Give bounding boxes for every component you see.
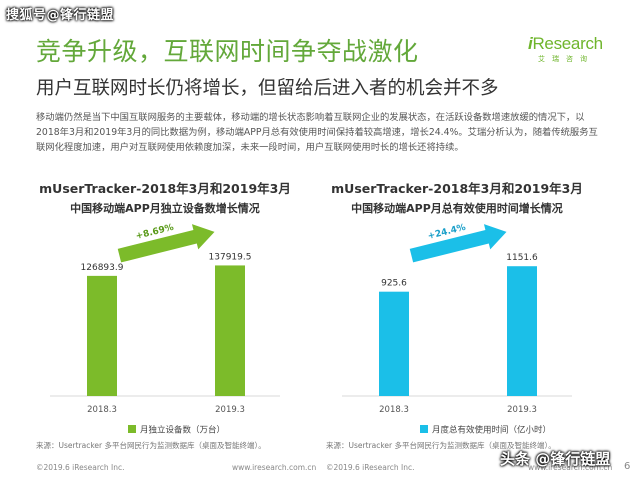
chart-subtitle: 中国移动端APP月总有效使用时间增长情况 bbox=[351, 202, 563, 215]
tick-label: 2018.3 bbox=[379, 405, 409, 415]
page-subtitle: 用户互联网时长仍将增长，但留给后进入者的机会并不多 bbox=[36, 78, 499, 99]
growth-arrow-shape bbox=[117, 224, 215, 263]
tick-label: 2018.3 bbox=[87, 405, 117, 415]
source-note-right: 来源：Usertracker 多平台网民行为监测数据库（桌面及智能终端）。 bbox=[326, 441, 556, 450]
legend-swatch bbox=[420, 425, 428, 433]
chart-subtitle: 中国移动端APP月独立设备数增长情况 bbox=[70, 202, 260, 215]
legend-swatch bbox=[128, 425, 136, 433]
watermark-top-left: 搜狐号@锋行链盟 bbox=[6, 8, 115, 23]
bar bbox=[507, 266, 537, 396]
page-number: 6 bbox=[624, 461, 631, 472]
footer-copyright-left: ©2019.6 iResearch Inc. bbox=[36, 463, 125, 472]
chart-title: mUserTracker-2018年3月和2019年3月 bbox=[39, 181, 291, 196]
watermark-bottom-right: 头条 @锋行链盟 bbox=[500, 450, 611, 468]
data-label: 137919.5 bbox=[209, 252, 252, 262]
bar bbox=[379, 291, 409, 396]
tick-label: 2019.3 bbox=[507, 405, 537, 415]
usage-time-bar-chart: 925.6 2018.3 1151.6 2019.3 +24.4% 月度总有效使用时间（亿… bbox=[342, 223, 572, 436]
devices-bar-chart: 126893.9 2018.3 137919.5 2019.3 +8.69% 月独立设备数… bbox=[50, 223, 280, 436]
page-title: 竞争升级，互联网时间争夺战激化 bbox=[36, 37, 419, 66]
bar bbox=[87, 275, 117, 396]
legend-label: 月独立设备数（万台） bbox=[140, 425, 225, 436]
tick-label: 2019.3 bbox=[215, 405, 245, 415]
data-label: 925.6 bbox=[381, 279, 407, 289]
chart-panel-usage-time: mUserTracker-2018年3月和2019年3月 中国移动端APP月总有… bbox=[322, 178, 592, 458]
growth-arrow: +24.4% bbox=[409, 223, 507, 263]
footer-url-right: www.iresearch.com.cn bbox=[528, 463, 613, 472]
legend-label: 月度总有效使用时间（亿小时） bbox=[432, 425, 551, 436]
iresearch-logo: iResearch 艾瑞咨询 bbox=[528, 34, 603, 63]
footer-url-left: www.iresearch.com.cn bbox=[232, 463, 317, 472]
growth-arrow-shape bbox=[409, 224, 507, 263]
source-note-left: 来源：Usertracker 多平台网民行为监测数据库（桌面及智能终端）。 bbox=[36, 441, 266, 450]
footer-copyright-right: ©2019.6 iResearch Inc. bbox=[326, 463, 415, 472]
bar bbox=[215, 265, 245, 396]
growth-arrow: +8.69% bbox=[117, 223, 215, 263]
chart-title: mUserTracker-2018年3月和2019年3月 bbox=[331, 181, 583, 196]
data-label: 126893.9 bbox=[81, 263, 124, 273]
body-paragraph: 移动端仍然是当下中国互联网服务的主要载体，移动端的增长状态影响着互联网企业的发展… bbox=[36, 112, 598, 153]
chart-panel-devices: mUserTracker-2018年3月和2019年3月 中国移动端APP月独立… bbox=[30, 178, 300, 458]
data-label: 1151.6 bbox=[506, 253, 538, 263]
